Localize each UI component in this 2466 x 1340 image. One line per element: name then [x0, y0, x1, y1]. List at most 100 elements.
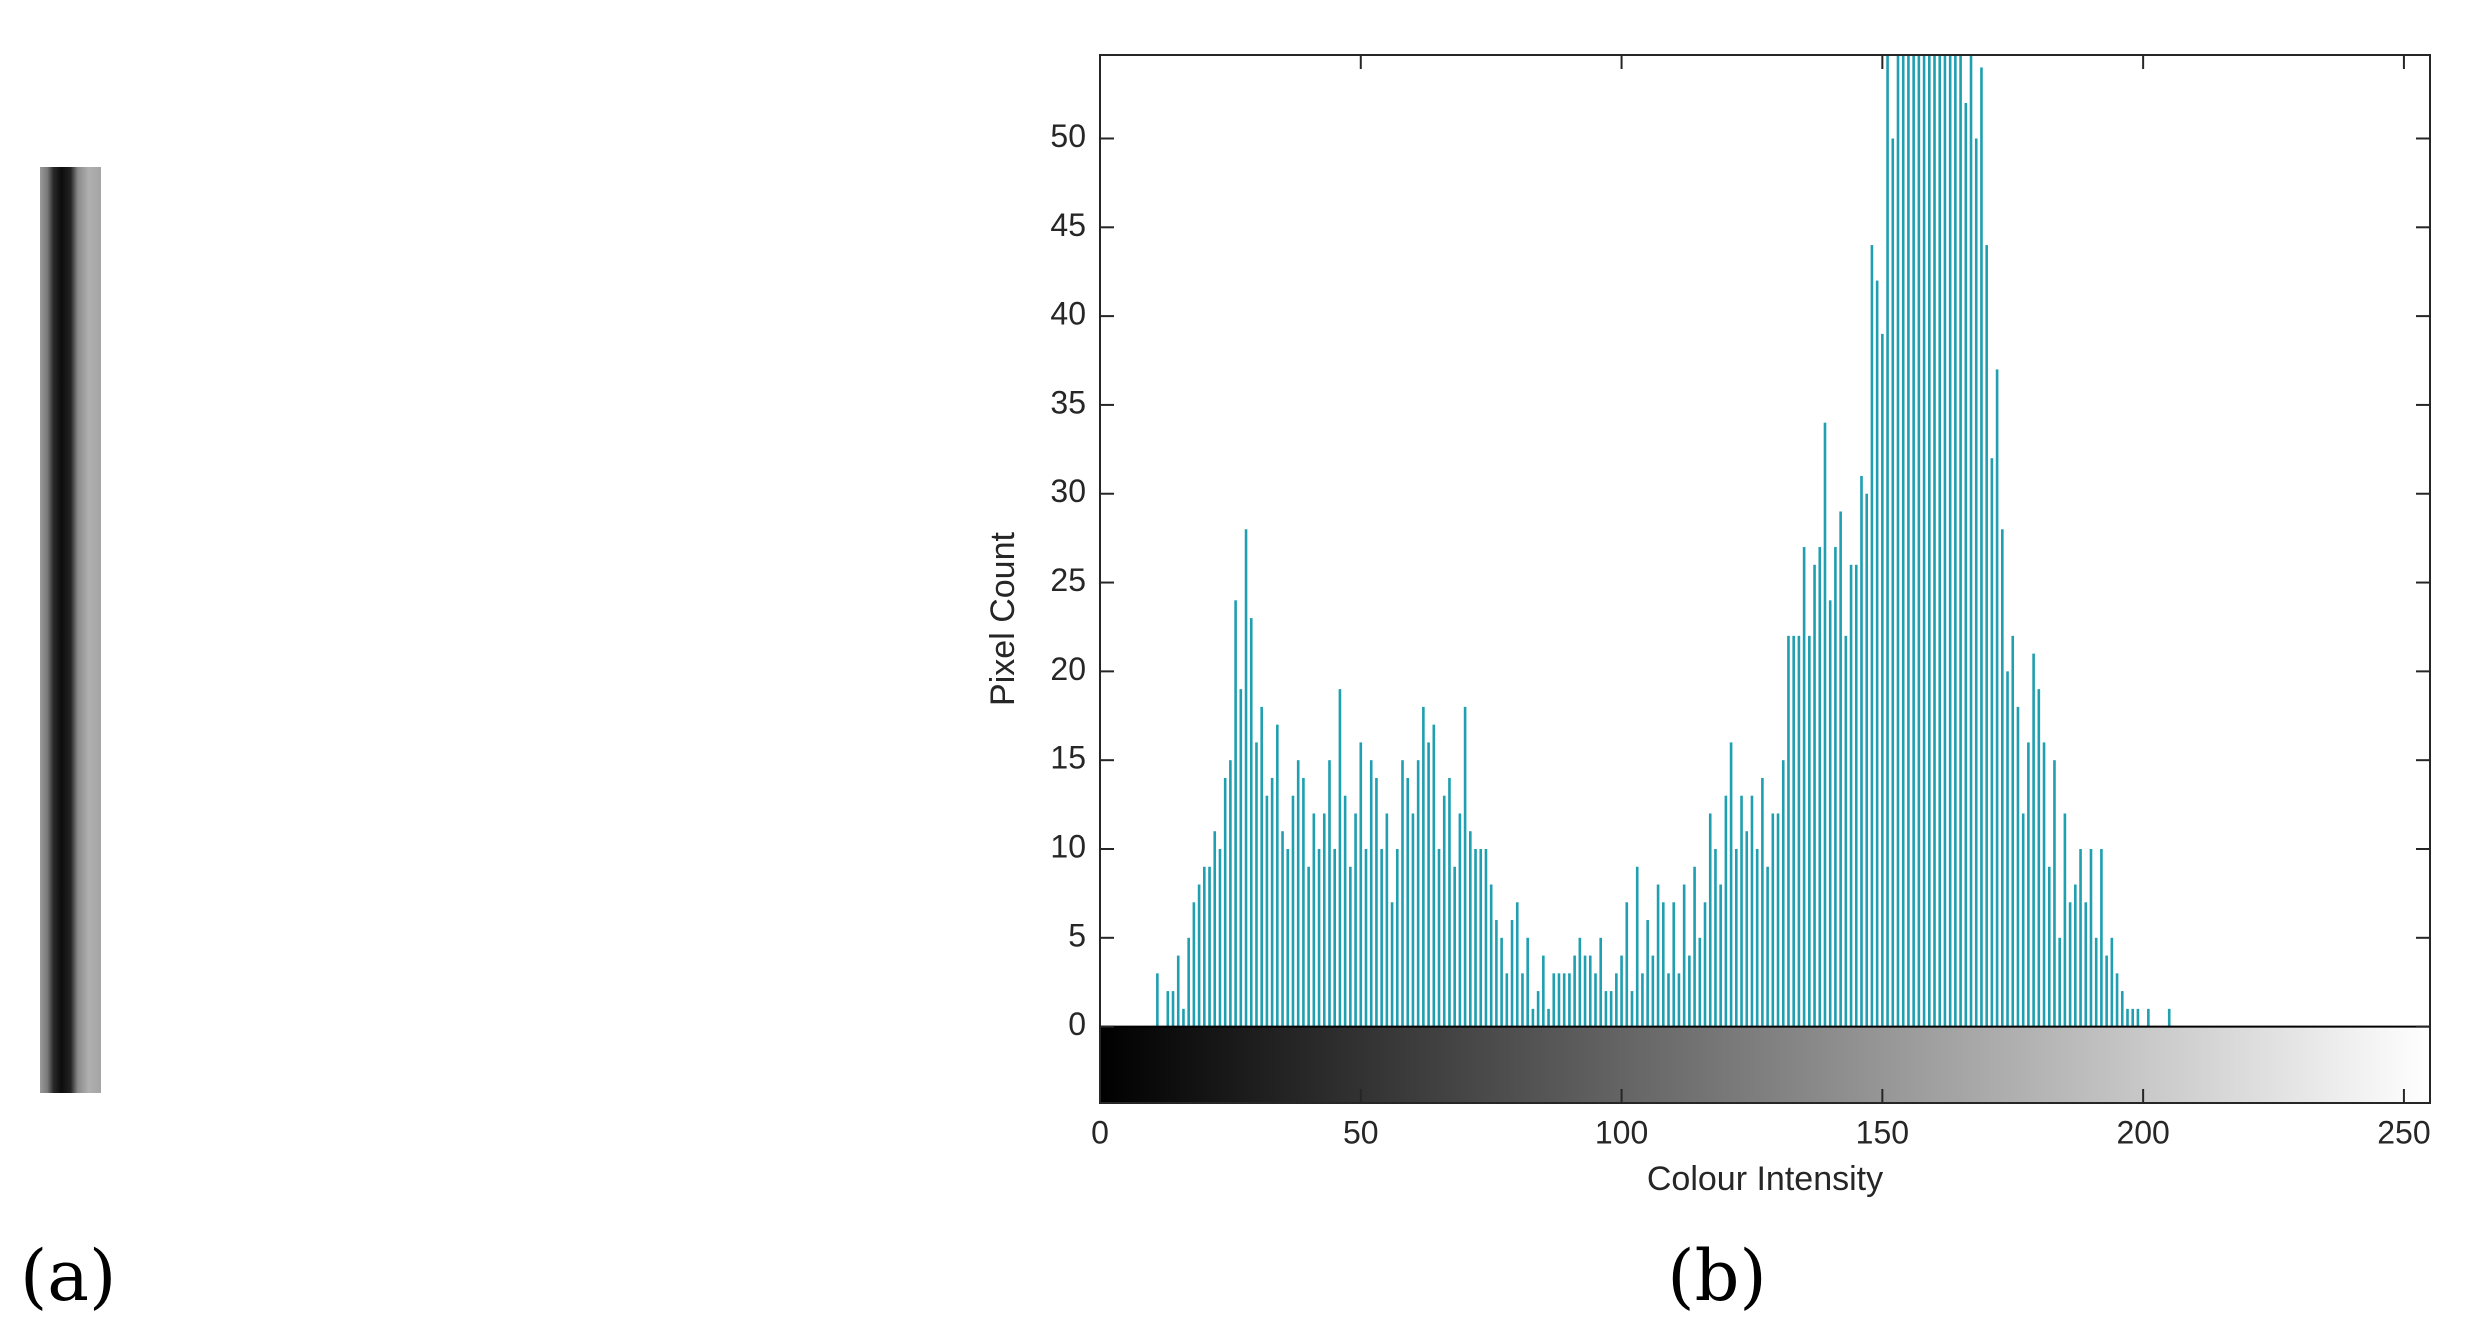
bar: [2047, 866, 2051, 1027]
bar: [1651, 955, 1655, 1027]
bar: [1641, 973, 1644, 1027]
x-tick-label: 50: [1343, 1114, 1379, 1150]
bar: [1479, 848, 1483, 1027]
bar: [1448, 777, 1451, 1027]
bar: [1521, 973, 1524, 1027]
x-axis-label: Colour Intensity: [1647, 1160, 1883, 1198]
bar: [1343, 795, 1347, 1027]
bar: [1369, 760, 1373, 1027]
bar: [1682, 884, 1686, 1027]
bar: [1192, 902, 1196, 1027]
bar: [2037, 689, 2041, 1027]
bar: [1395, 848, 1399, 1027]
bar: [1661, 902, 1665, 1027]
bar: [1714, 848, 1717, 1027]
bar: [1896, 55, 1900, 1027]
bar: [1390, 902, 1394, 1027]
y-tick-label: 5: [1068, 917, 1086, 953]
sample-image: [40, 167, 101, 1093]
bar: [1886, 55, 1889, 1027]
bar: [2115, 973, 2119, 1027]
bar: [1328, 760, 1331, 1027]
bar: [1223, 777, 1227, 1027]
bar: [2074, 884, 2077, 1027]
bar: [1667, 973, 1670, 1027]
bar: [2001, 529, 2004, 1027]
bar: [2058, 937, 2061, 1027]
bar: [1229, 760, 1232, 1027]
bar: [1557, 973, 1561, 1027]
bar: [1463, 706, 1467, 1027]
bar: [1813, 564, 1816, 1027]
bar: [2021, 813, 2025, 1027]
bar: [1823, 422, 1827, 1027]
bar: [1990, 458, 1994, 1027]
bar: [1834, 547, 1837, 1027]
bar: [2011, 635, 2015, 1027]
bar: [1656, 884, 1660, 1027]
bar: [1922, 55, 1926, 1027]
bar: [2100, 848, 2103, 1027]
bar: [2120, 991, 2124, 1027]
y-tick-label: 40: [1050, 296, 1086, 332]
bar: [1260, 706, 1263, 1027]
bar: [1698, 937, 1702, 1027]
bar: [1291, 795, 1295, 1027]
bar: [1568, 973, 1571, 1027]
bar: [2068, 902, 2072, 1027]
bar: [1208, 866, 1211, 1027]
bar: [1907, 55, 1910, 1027]
panel-label: (b): [1667, 1235, 1766, 1317]
bar: [1792, 635, 1795, 1027]
bar: [1881, 333, 1884, 1027]
bar: [2032, 653, 2035, 1027]
bar: [1442, 795, 1446, 1027]
bar: [1239, 689, 1243, 1027]
bar: [1458, 813, 1462, 1027]
bar: [1708, 813, 1712, 1027]
bar: [1515, 902, 1519, 1027]
bar: [1625, 902, 1629, 1027]
bar: [1166, 991, 1170, 1027]
bar: [1818, 547, 1822, 1027]
bar: [1322, 813, 1326, 1027]
bar: [2053, 760, 2056, 1027]
y-tick-label: 20: [1050, 651, 1086, 687]
bar: [1276, 724, 1279, 1027]
bar: [1547, 1008, 1550, 1027]
bar: [1703, 902, 1707, 1027]
bar: [1646, 920, 1649, 1027]
y-tick-label: 25: [1050, 562, 1086, 598]
y-tick-label: 0: [1068, 1006, 1086, 1042]
panel-label: (a): [20, 1235, 116, 1317]
bar: [1954, 55, 1957, 1027]
bar: [1354, 813, 1357, 1027]
bar: [1489, 884, 1493, 1027]
bar: [1296, 760, 1300, 1027]
bar: [1917, 55, 1921, 1027]
bar: [1364, 848, 1368, 1027]
bar: [2027, 742, 2030, 1027]
bar: [1745, 831, 1749, 1027]
bar: [1672, 902, 1676, 1027]
bar: [1891, 138, 1895, 1027]
bar: [1333, 848, 1337, 1027]
bar: [1609, 991, 1613, 1027]
bar: [1197, 884, 1201, 1027]
bar: [1828, 600, 1832, 1027]
bar: [2042, 742, 2046, 1027]
bar: [1385, 813, 1389, 1027]
bar: [1218, 848, 1222, 1027]
bar: [1249, 618, 1253, 1027]
bar: [2131, 1008, 2135, 1027]
bar: [2084, 902, 2088, 1027]
bar: [1244, 529, 1248, 1027]
bar: [1427, 742, 1430, 1027]
bar: [1980, 67, 1983, 1027]
histogram: 0 5 10 15 20 25 30 35 40 45 50 0 50 100 150 200 250 Colou…: [984, 54, 2431, 1198]
bar: [1432, 724, 1436, 1027]
bar: [2094, 937, 2098, 1027]
bar: [1359, 742, 1363, 1027]
bar: [2079, 848, 2082, 1027]
bar: [1969, 55, 1973, 1027]
